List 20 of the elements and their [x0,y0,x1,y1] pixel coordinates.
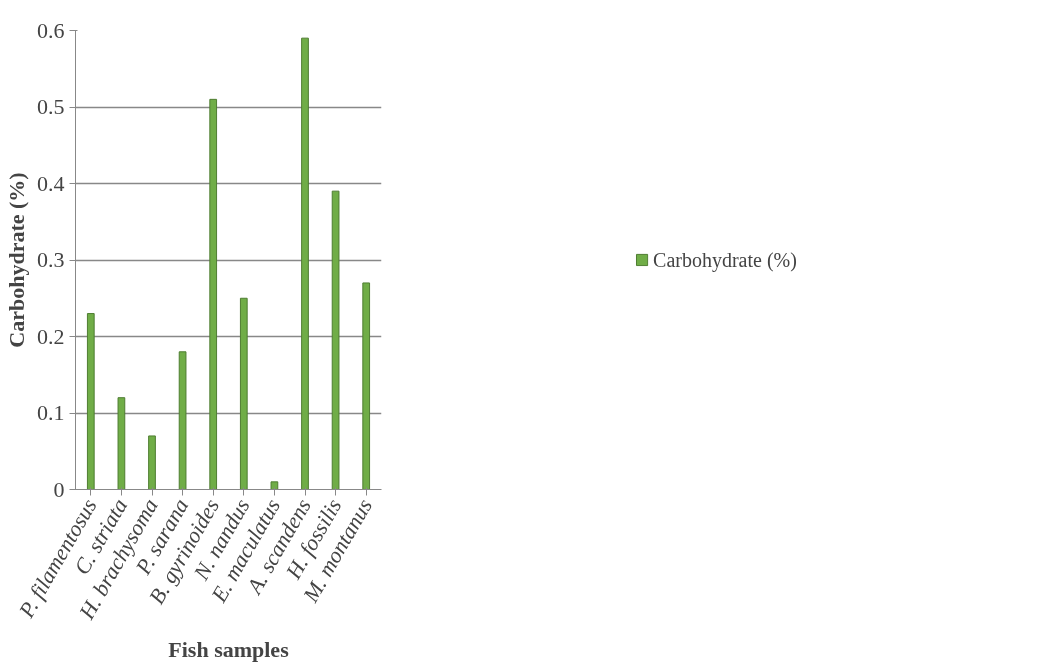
bar [117,397,126,490]
legend-label: Carbohydrate (%) [653,248,797,271]
y-tick-label: 0 [53,476,65,502]
y-tick-label: 0.6 [37,17,65,43]
y-axis-title: Carbohydrate (%) [4,172,29,348]
bar [178,351,187,490]
y-tick-label: 0.1 [37,400,65,425]
bar [209,98,218,490]
y-tick-label: 0.2 [37,323,65,349]
bar [148,435,156,490]
y-tick-label: 0.4 [37,170,65,196]
bar [239,297,248,490]
bar [270,481,279,490]
x-axis-title: Fish samples [168,637,290,663]
y-tick-label: 0.3 [37,247,65,272]
bar [362,282,371,490]
y-tick-label: 0.5 [37,94,65,119]
bar [301,37,309,490]
bar [86,313,95,490]
bar [331,190,340,490]
